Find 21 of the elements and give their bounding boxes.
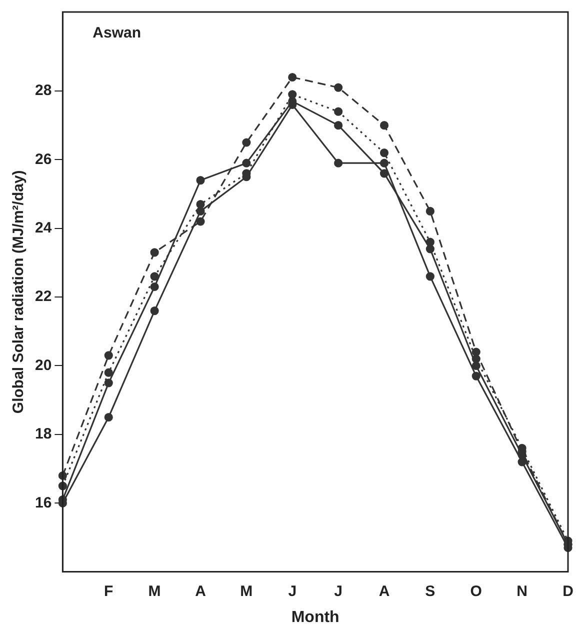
y-tick-label: 18 bbox=[34, 426, 52, 443]
x-axis-title: Month bbox=[291, 608, 340, 626]
x-tick-label: M bbox=[148, 582, 161, 600]
x-tick-label: A bbox=[378, 582, 390, 600]
x-tick-label: S bbox=[425, 582, 436, 600]
y-tick-label: 16 bbox=[34, 494, 52, 512]
annotation: Aswan bbox=[92, 24, 142, 42]
x-tick-label: F bbox=[104, 582, 114, 600]
y-tick-label: 28 bbox=[34, 82, 52, 100]
x-tick-label: M bbox=[240, 582, 253, 600]
y-axis-title: Global Solar radiation (MJ/m²/day) bbox=[10, 170, 28, 414]
x-tick-label: N bbox=[516, 582, 528, 600]
x-tick-label: O bbox=[470, 582, 482, 600]
x-tick-label: D bbox=[562, 582, 574, 600]
y-tick-label: 24 bbox=[34, 220, 52, 237]
x-tick-label: J bbox=[288, 582, 297, 600]
x-tick-label: J bbox=[334, 582, 342, 600]
x-tick-label: A bbox=[195, 582, 206, 600]
y-tick-label: 26 bbox=[34, 150, 52, 168]
y-tick-label: 20 bbox=[34, 356, 52, 374]
y-tick-label: 22 bbox=[34, 288, 52, 306]
